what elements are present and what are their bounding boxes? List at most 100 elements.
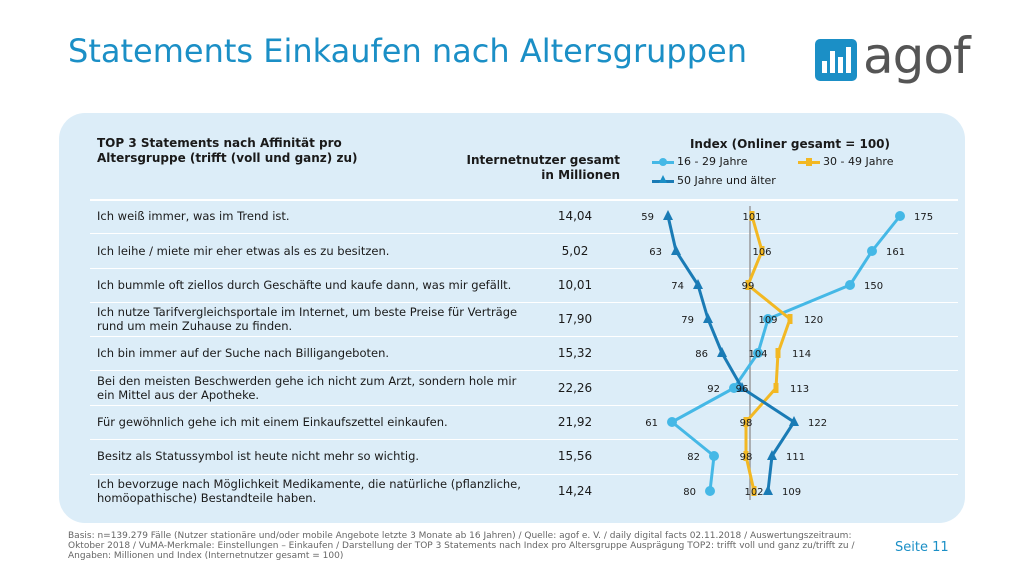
series-line-2 xyxy=(666,215,796,492)
series-point-1 xyxy=(745,280,751,290)
data-label-2: 96 xyxy=(736,384,749,395)
internetnutzer-value: 15,32 xyxy=(557,346,593,360)
row-separator xyxy=(90,474,958,475)
data-label-0: 80 xyxy=(683,487,696,498)
data-label-1: 99 xyxy=(742,281,755,292)
data-label-0: 175 xyxy=(914,212,933,223)
series-point-0 xyxy=(845,280,855,290)
data-label-2: 109 xyxy=(782,487,801,498)
series-point-0 xyxy=(753,348,763,358)
data-label-1: 106 xyxy=(752,247,771,258)
series-point-0 xyxy=(705,486,715,496)
legend-item-50plus: 50 Jahre und älter xyxy=(652,174,776,187)
data-label-2: 122 xyxy=(808,418,827,429)
data-label-2: 74 xyxy=(671,281,684,292)
row-separator xyxy=(90,233,958,234)
data-label-2: 86 xyxy=(695,349,708,360)
data-label-1: 120 xyxy=(804,315,823,326)
statement-label: Besitz als Statussymbol ist heute nicht … xyxy=(97,449,420,463)
header-internetnutzer-line2: in Millionen xyxy=(541,168,620,182)
data-label-1: 101 xyxy=(742,212,761,223)
internetnutzer-value: 14,24 xyxy=(557,484,593,498)
page-number: Seite 11 xyxy=(895,540,949,555)
series-point-1 xyxy=(751,486,757,496)
statement-label: Ich weiß immer, was im Trend ist. xyxy=(97,209,290,223)
data-label-0: 82 xyxy=(687,452,700,463)
data-label-0: 161 xyxy=(886,247,905,258)
row-separator xyxy=(90,268,958,269)
header-internetnutzer-line1: Internetnutzer gesamt xyxy=(466,153,620,167)
series-point-0 xyxy=(763,314,773,324)
series-point-2 xyxy=(767,450,777,460)
internetnutzer-value: 22,26 xyxy=(557,381,593,395)
series-point-1 xyxy=(787,314,793,324)
logo-bars-icon xyxy=(815,39,857,81)
data-label-1: 98 xyxy=(740,418,753,429)
series-point-0 xyxy=(867,246,877,256)
series-point-2 xyxy=(693,279,703,289)
series-point-0 xyxy=(667,417,677,427)
series-point-0 xyxy=(729,383,739,393)
page-title: Statements Einkaufen nach Altersgruppen xyxy=(68,32,748,70)
logo-text: agof xyxy=(863,27,971,85)
data-label-0: 92 xyxy=(707,384,720,395)
internetnutzer-value: 14,04 xyxy=(557,209,593,223)
data-label-0: 150 xyxy=(864,281,883,292)
series-point-2 xyxy=(703,313,713,323)
internetnutzer-value: 17,90 xyxy=(557,312,593,326)
legend-item-30-49: 30 - 49 Jahre xyxy=(798,155,893,168)
series-point-2 xyxy=(789,416,799,426)
data-label-0: 104 xyxy=(748,349,767,360)
row-separator xyxy=(90,302,958,303)
data-label-0: 109 xyxy=(758,315,777,326)
statement-label: Ich bin immer auf der Suche nach Billiga… xyxy=(97,346,390,360)
statement-label: Ich bevorzuge nach Möglichkeit Medikamen… xyxy=(97,477,521,505)
data-label-0: 61 xyxy=(645,418,658,429)
series-point-1 xyxy=(749,211,755,221)
legend-item-16-29: 16 - 29 Jahre xyxy=(652,155,747,168)
content-panel xyxy=(59,113,965,523)
series-point-2 xyxy=(671,245,681,255)
statement-label: Für gewöhnlich gehe ich mit einem Einkau… xyxy=(97,415,448,429)
row-separator xyxy=(90,439,958,440)
data-label-2: 59 xyxy=(641,212,654,223)
statement-label: Ich nutze Tarifvergleichsportale im Inte… xyxy=(97,305,518,333)
series-point-1 xyxy=(775,348,781,358)
series-point-0 xyxy=(709,451,719,461)
data-label-1: 102 xyxy=(744,487,763,498)
data-label-2: 79 xyxy=(681,315,694,326)
header-internetnutzer: Internetnutzer gesamt in Millionen xyxy=(460,153,620,183)
statement-label: Ich bummle oft ziellos durch Geschäfte u… xyxy=(97,278,512,292)
series-point-1 xyxy=(773,383,779,393)
series-point-2 xyxy=(717,347,727,357)
data-label-1: 114 xyxy=(792,349,811,360)
series-point-0 xyxy=(895,211,905,221)
internetnutzer-value: 10,01 xyxy=(557,278,593,292)
series-point-1 xyxy=(759,246,765,256)
data-label-1: 98 xyxy=(740,452,753,463)
internetnutzer-value: 5,02 xyxy=(561,244,589,258)
legend-label-30-49: 30 - 49 Jahre xyxy=(823,155,894,168)
footer-source: Basis: n=139.279 Fälle (Nutzer stationär… xyxy=(68,531,855,561)
legend-label-50plus: 50 Jahre und älter xyxy=(677,174,776,187)
series-point-2 xyxy=(663,210,673,220)
agof-logo: agof xyxy=(815,27,971,89)
internetnutzer-value: 15,56 xyxy=(557,449,593,463)
data-label-1: 113 xyxy=(790,384,809,395)
data-label-2: 111 xyxy=(786,452,805,463)
series-point-1 xyxy=(743,417,749,427)
series-point-2 xyxy=(763,485,773,495)
series-point-2 xyxy=(737,382,747,392)
header-index: Index (Onliner gesamt = 100) xyxy=(689,137,891,151)
row-separator xyxy=(90,336,958,337)
series-point-1 xyxy=(743,451,749,461)
row-separator xyxy=(90,370,958,371)
header-statements: TOP 3 Statements nach Affinität pro Alte… xyxy=(97,136,358,165)
legend-label-16-29: 16 - 29 Jahre xyxy=(677,155,748,168)
statement-label: Bei den meisten Beschwerden gehe ich nic… xyxy=(97,374,517,402)
internetnutzer-value: 21,92 xyxy=(557,415,593,429)
data-label-2: 63 xyxy=(649,247,662,258)
row-separator xyxy=(90,199,958,201)
row-separator xyxy=(90,405,958,406)
